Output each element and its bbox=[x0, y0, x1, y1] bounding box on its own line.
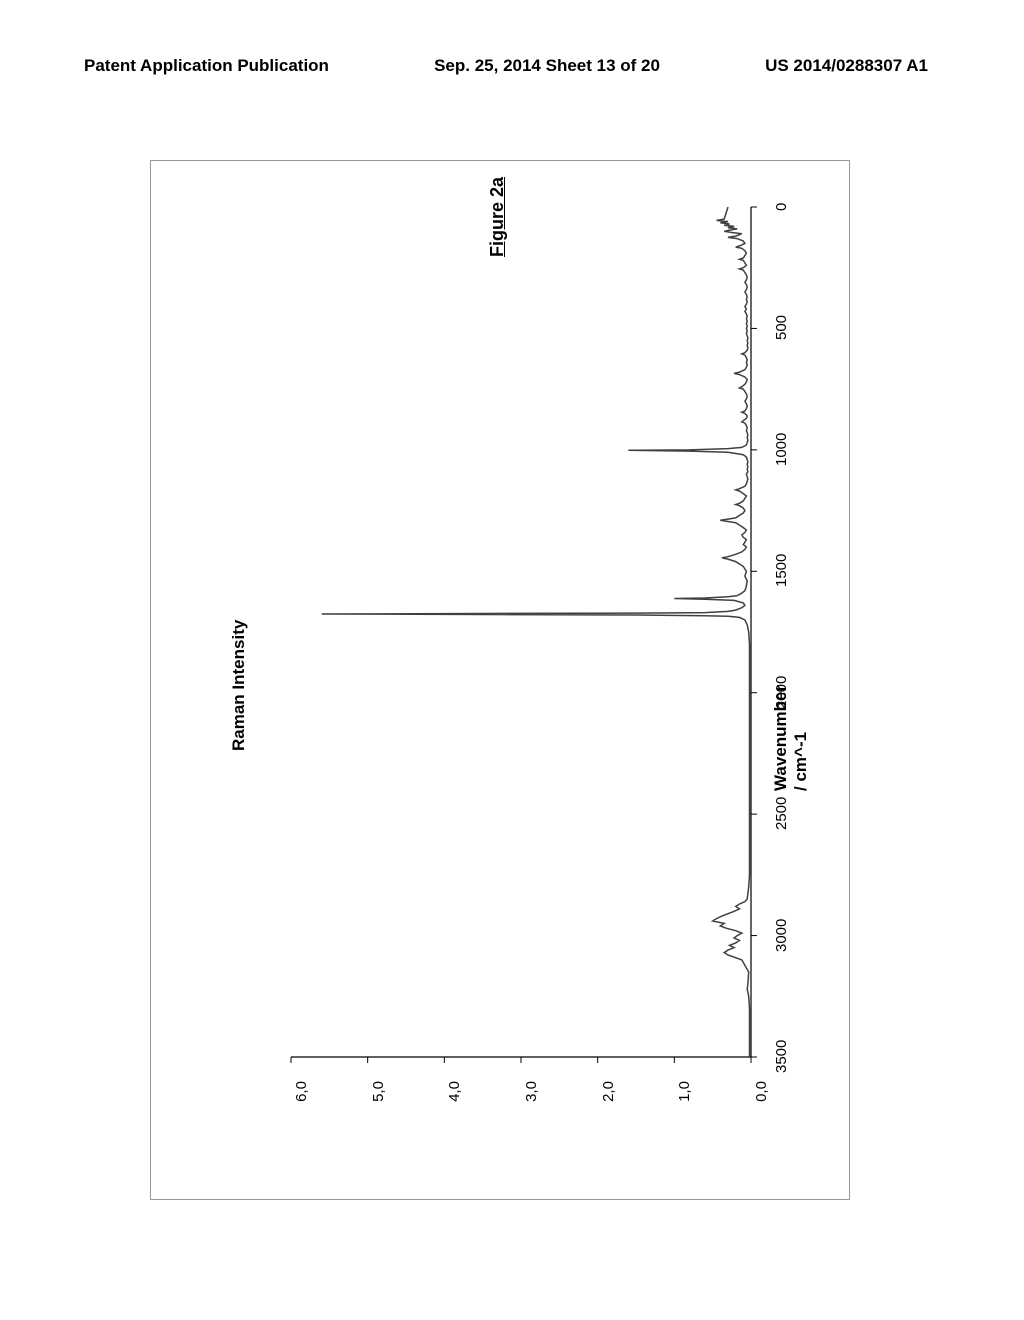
header-right: US 2014/0288307 A1 bbox=[765, 56, 928, 76]
y-tick-label: 1000 bbox=[773, 432, 790, 465]
x-tick-label: 0,0 bbox=[753, 1081, 770, 1102]
y-tick-label: 3500 bbox=[773, 1040, 790, 1073]
x-tick-label: 3,0 bbox=[523, 1081, 540, 1102]
page-header: Patent Application Publication Sep. 25, … bbox=[0, 56, 1024, 76]
spectrum-chart bbox=[271, 197, 771, 1067]
y-tick-label: 500 bbox=[773, 315, 790, 340]
x-tick-label: 5,0 bbox=[370, 1081, 387, 1102]
y-axis-label: Wavenumber / cm^-1 bbox=[771, 685, 811, 791]
y-tick-label: 1500 bbox=[773, 554, 790, 587]
y-tick-label: 3000 bbox=[773, 918, 790, 951]
x-tick-label: 6,0 bbox=[293, 1081, 310, 1102]
figure-container: Figure 2a 0,01,02,03,04,05,06,0 05001000… bbox=[150, 160, 850, 1200]
x-tick-label: 1,0 bbox=[676, 1081, 693, 1102]
x-tick-label: 2,0 bbox=[600, 1081, 617, 1102]
x-tick-label: 4,0 bbox=[446, 1081, 463, 1102]
header-center: Sep. 25, 2014 Sheet 13 of 20 bbox=[434, 56, 660, 76]
plot-area bbox=[271, 197, 771, 1067]
y-tick-label: 2500 bbox=[773, 797, 790, 830]
x-axis-label: Raman Intensity bbox=[229, 620, 249, 751]
header-left: Patent Application Publication bbox=[84, 56, 329, 76]
y-tick-label: 0 bbox=[773, 203, 790, 211]
